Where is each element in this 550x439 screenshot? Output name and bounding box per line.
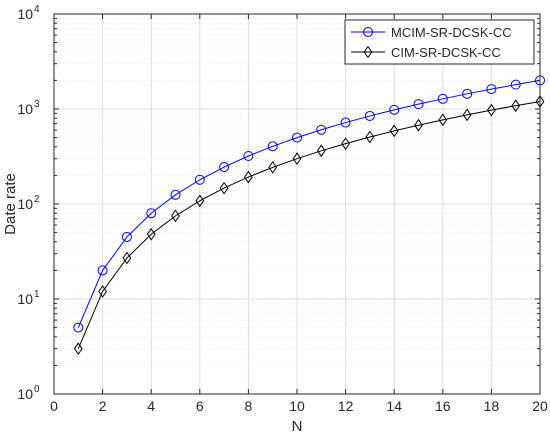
x-tick-label: 16: [435, 398, 451, 414]
legend-entry: CIM-SR-DCSK-CC: [351, 45, 501, 60]
x-tick-label: 0: [50, 398, 58, 414]
x-tick-label: 20: [532, 398, 548, 414]
legend-entry: MCIM-SR-DCSK-CC: [351, 25, 512, 40]
data-point: [437, 93, 448, 104]
y-tick-label: 10 0: [17, 384, 40, 402]
data-point: [122, 251, 132, 265]
series-line: [77, 100, 541, 349]
x-tick-label: 6: [196, 398, 204, 414]
legend-marker: [363, 45, 373, 59]
x-axis-label: N: [292, 418, 303, 435]
y-tick-label: 10 2: [17, 194, 40, 212]
data-point: [510, 79, 521, 90]
data-point: [438, 113, 448, 127]
y-tick-label: 10 4: [17, 4, 40, 22]
data-point: [316, 124, 327, 135]
x-tick-label: 12: [338, 398, 354, 414]
legend-label: MCIM-SR-DCSK-CC: [391, 25, 512, 40]
data-point: [486, 84, 497, 95]
data-point: [365, 130, 375, 144]
legend-marker: [363, 27, 373, 37]
data-point: [316, 144, 326, 158]
data-point: [413, 99, 424, 110]
data-point: [171, 209, 180, 223]
y-tick-label: 10 3: [17, 99, 40, 117]
data-point: [414, 118, 423, 132]
data-point: [389, 104, 400, 115]
data-point: [486, 103, 496, 117]
data-point: [511, 99, 521, 113]
data-point: [341, 137, 351, 151]
data-point: [146, 227, 156, 241]
data-point: [243, 151, 254, 162]
series-2: [73, 95, 545, 356]
y-tick-label-exponent: 4: [34, 4, 40, 15]
y-tick-label-base: 10: [17, 386, 33, 402]
data-point: [97, 265, 108, 276]
y-tick-label-exponent: 0: [34, 384, 40, 395]
data-point: [268, 160, 278, 174]
x-tick-label: 10: [289, 398, 305, 414]
x-tick-label: 14: [386, 398, 402, 414]
y-axis-label: Date rate: [2, 173, 19, 235]
y-tick-label: 10 1: [17, 289, 40, 307]
y-tick-label-base: 10: [17, 6, 33, 22]
legend-label: CIM-SR-DCSK-CC: [391, 45, 501, 60]
data-point: [146, 208, 157, 219]
y-tick-label-base: 10: [17, 196, 33, 212]
data-point: [462, 88, 473, 99]
y-tick-label-exponent: 1: [34, 289, 40, 300]
data-point: [389, 124, 399, 138]
x-tick-label: 18: [484, 398, 500, 414]
data-point: [121, 231, 132, 242]
data-point: [194, 174, 205, 185]
x-tick-label: 8: [245, 398, 253, 414]
x-tick-label: 4: [147, 398, 155, 414]
data-point: [73, 342, 83, 356]
y-tick-label-base: 10: [17, 101, 33, 117]
data-point: [195, 194, 205, 208]
y-tick-label-exponent: 3: [34, 99, 40, 110]
y-tick-label-exponent: 2: [34, 194, 40, 205]
data-point: [243, 170, 253, 184]
x-tick-label: 2: [99, 398, 107, 414]
data-point: [462, 108, 472, 122]
data-point: [292, 152, 302, 166]
data-point: [73, 322, 84, 333]
legend-box: [344, 19, 535, 65]
data-point: [98, 285, 108, 298]
data-point: [364, 110, 375, 121]
data-point: [170, 189, 181, 200]
data-point: [292, 132, 302, 143]
legend: MCIM-SR-DCSK-CC CIM-SR-DCSK-CC: [344, 19, 535, 65]
data-point: [267, 141, 278, 152]
ticks: [53, 13, 541, 395]
data-point: [219, 181, 229, 195]
y-tick-label-base: 10: [17, 291, 33, 307]
data-point: [340, 117, 351, 128]
data-point: [219, 162, 230, 173]
